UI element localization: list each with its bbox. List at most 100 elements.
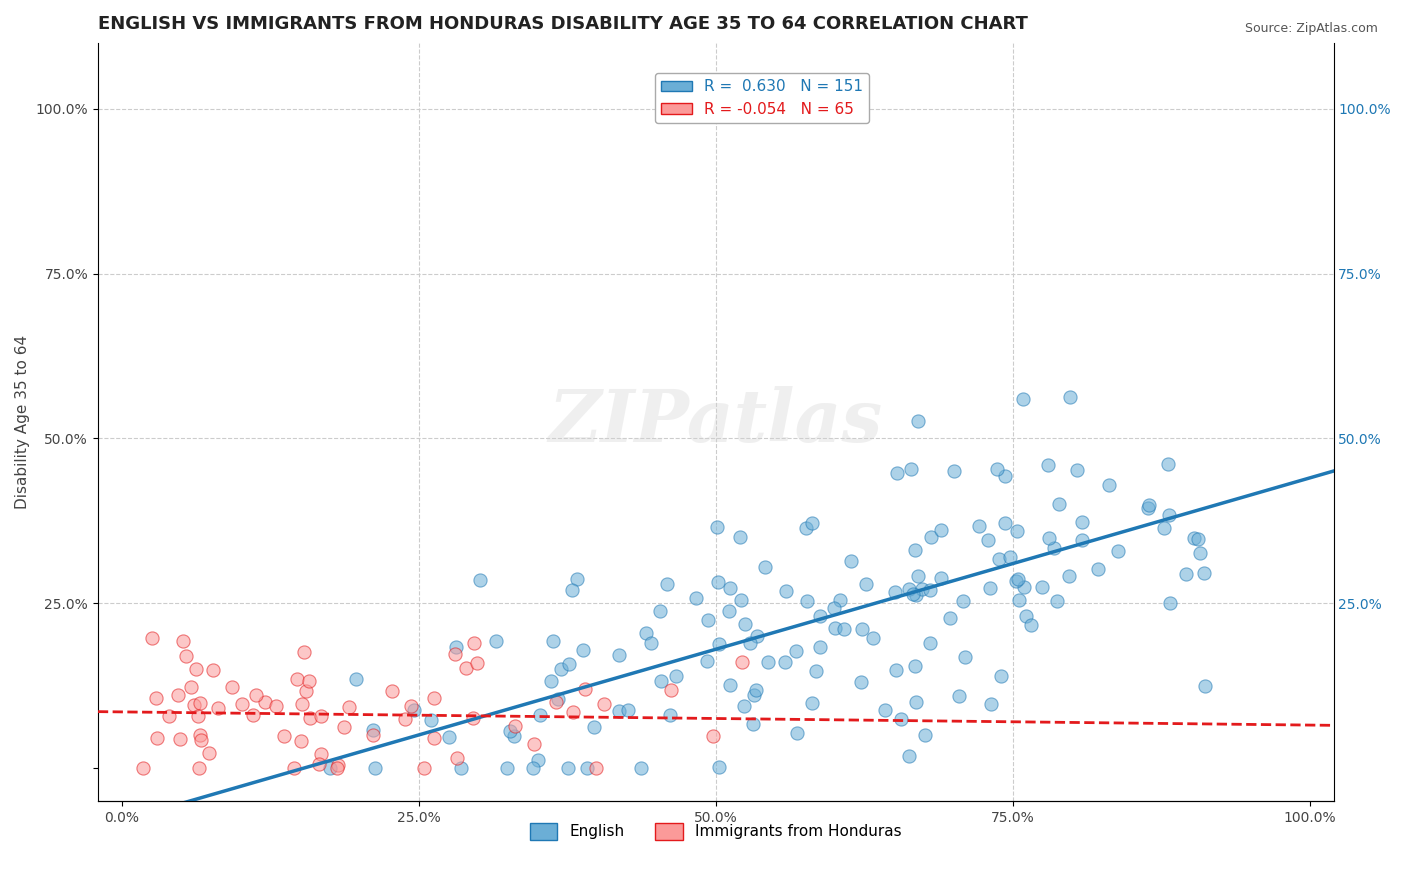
- Point: [290, 734, 312, 748]
- Point: [364, 761, 387, 775]
- Point: [298, 673, 321, 688]
- Text: ENGLISH VS IMMIGRANTS FROM HONDURAS DISABILITY AGE 35 TO 64 CORRELATION CHART: ENGLISH VS IMMIGRANTS FROM HONDURAS DISA…: [98, 15, 1028, 33]
- Point: [907, 414, 929, 428]
- Point: [994, 469, 1017, 483]
- Point: [986, 462, 1008, 476]
- Point: [245, 689, 267, 703]
- Point: [904, 542, 927, 557]
- Point: [505, 719, 527, 733]
- Point: [146, 731, 169, 745]
- Point: [187, 709, 209, 723]
- Point: [648, 604, 671, 618]
- Point: [706, 520, 728, 534]
- Point: [742, 688, 765, 702]
- Point: [1008, 592, 1031, 607]
- Point: [188, 696, 211, 710]
- Point: [636, 626, 658, 640]
- Point: [830, 593, 852, 607]
- Point: [808, 640, 831, 654]
- Point: [900, 462, 922, 476]
- Point: [541, 634, 564, 648]
- Point: [897, 582, 920, 596]
- Point: [640, 636, 662, 650]
- Point: [404, 703, 426, 717]
- Point: [998, 550, 1021, 565]
- Point: [630, 761, 652, 775]
- Point: [172, 634, 194, 648]
- Point: [1159, 508, 1181, 522]
- Point: [839, 554, 862, 568]
- Point: [979, 581, 1001, 595]
- Point: [617, 703, 640, 717]
- Point: [1005, 574, 1028, 588]
- Point: [898, 749, 921, 764]
- Point: [650, 674, 672, 689]
- Point: [558, 657, 581, 672]
- Point: [1159, 596, 1181, 610]
- Point: [1007, 524, 1029, 538]
- Point: [914, 728, 936, 742]
- Legend: English, Immigrants from Honduras: English, Immigrants from Honduras: [523, 816, 908, 847]
- Point: [1071, 533, 1094, 547]
- Point: [319, 761, 342, 775]
- Point: [184, 661, 207, 675]
- Point: [907, 569, 929, 583]
- Point: [849, 674, 872, 689]
- Point: [794, 521, 817, 535]
- Point: [607, 704, 630, 718]
- Point: [696, 654, 718, 668]
- Point: [423, 690, 446, 705]
- Point: [1098, 478, 1121, 492]
- Point: [742, 716, 765, 731]
- Point: [806, 665, 828, 679]
- Point: [207, 700, 229, 714]
- Point: [311, 708, 333, 723]
- Point: [718, 678, 741, 692]
- Point: [202, 664, 225, 678]
- Point: [1043, 541, 1066, 556]
- Point: [292, 644, 315, 658]
- Point: [990, 669, 1012, 683]
- Point: [707, 760, 730, 774]
- Point: [167, 688, 190, 702]
- Point: [291, 697, 314, 711]
- Point: [979, 698, 1001, 712]
- Point: [583, 720, 606, 734]
- Point: [567, 572, 589, 586]
- Point: [824, 621, 846, 635]
- Point: [938, 611, 960, 625]
- Point: [344, 672, 367, 686]
- Point: [659, 708, 682, 723]
- Point: [920, 636, 942, 650]
- Point: [529, 707, 551, 722]
- Point: [423, 731, 446, 745]
- Point: [1070, 515, 1092, 529]
- Point: [920, 530, 942, 544]
- Point: [696, 613, 718, 627]
- Point: [443, 647, 465, 661]
- Point: [1189, 546, 1212, 560]
- Point: [1187, 533, 1209, 547]
- Point: [242, 708, 264, 723]
- Point: [862, 631, 884, 645]
- Point: [731, 655, 754, 669]
- Point: [1036, 458, 1059, 472]
- Point: [550, 662, 572, 676]
- Point: [198, 747, 221, 761]
- Point: [188, 728, 211, 742]
- Point: [1087, 562, 1109, 576]
- Point: [730, 593, 752, 607]
- Point: [546, 695, 568, 709]
- Point: [283, 761, 305, 775]
- Point: [308, 756, 330, 771]
- Point: [702, 729, 724, 743]
- Point: [994, 516, 1017, 530]
- Point: [1192, 566, 1215, 580]
- Point: [920, 582, 942, 597]
- Point: [221, 681, 243, 695]
- Point: [188, 761, 211, 775]
- Point: [174, 648, 197, 663]
- Point: [955, 650, 977, 665]
- Text: ZIPatlas: ZIPatlas: [548, 386, 883, 458]
- Point: [796, 593, 818, 607]
